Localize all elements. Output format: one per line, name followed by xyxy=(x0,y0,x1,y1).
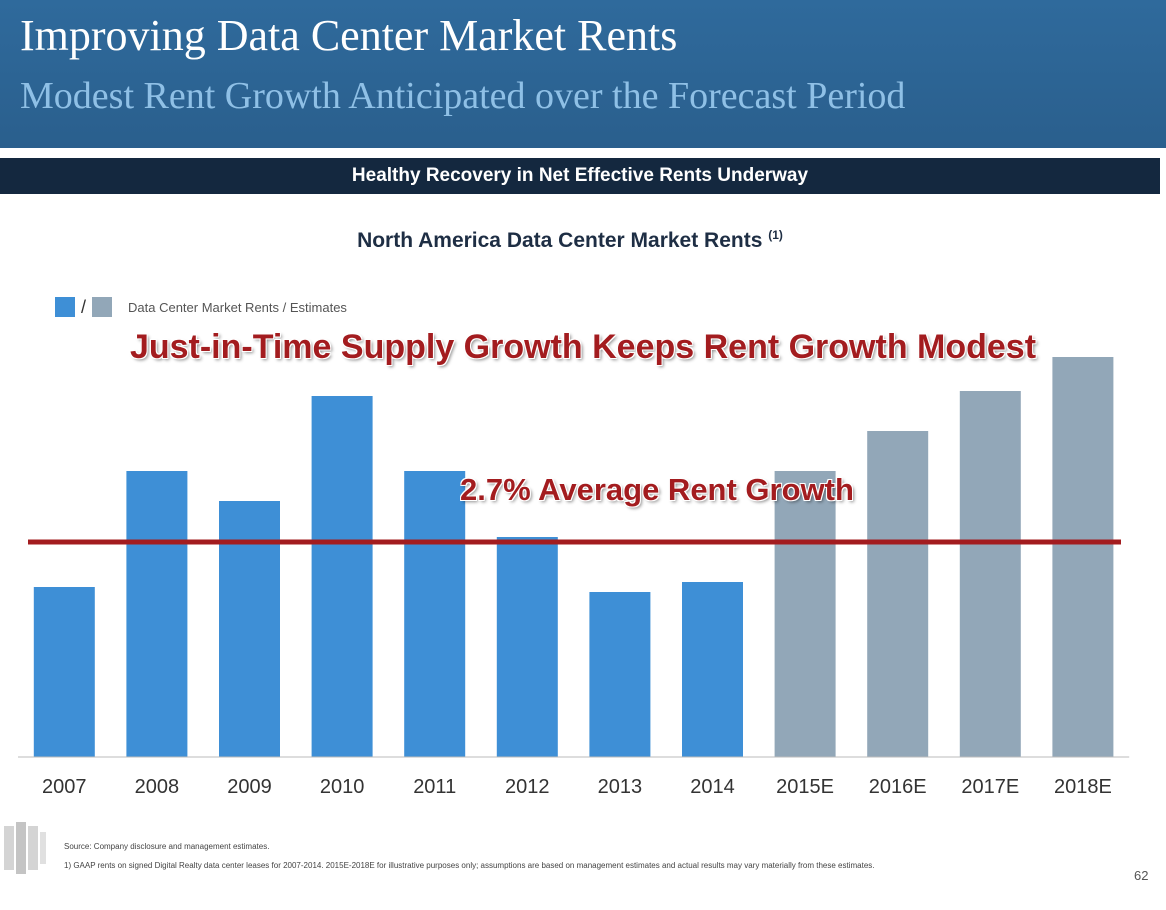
page-number: 62 xyxy=(1134,868,1149,883)
footnote: 1) GAAP rents on signed Digital Realty d… xyxy=(64,861,875,870)
x-tick-label-2011: 2011 xyxy=(413,776,456,798)
legend-label: Data Center Market Rents / Estimates xyxy=(128,299,347,315)
source-note: Source: Company disclosure and managemen… xyxy=(64,842,270,851)
chart-title: North America Data Center Market Rents (… xyxy=(0,228,1140,253)
x-tick-label-2013: 2013 xyxy=(598,776,643,798)
x-tick-label-2015E: 2015E xyxy=(776,776,834,798)
bar-2009 xyxy=(219,501,280,757)
bar-2011 xyxy=(404,471,466,757)
chart-legend: / Data Center Market Rents / Estimates xyxy=(55,296,347,318)
bar-2018E xyxy=(1052,357,1114,757)
x-tick-label-2017E: 2017E xyxy=(961,776,1019,798)
x-tick-label-2014: 2014 xyxy=(690,776,735,798)
x-tick-label-2012: 2012 xyxy=(505,776,550,798)
legend-slash: / xyxy=(81,296,87,317)
headline-annotation: Just-in-Time Supply Growth Keeps Rent Gr… xyxy=(129,328,1037,367)
bar-2012 xyxy=(496,537,558,757)
bar-2014 xyxy=(682,582,743,757)
page-title: Improving Data Center Market Rents xyxy=(20,11,678,60)
x-tick-label-2007: 2007 xyxy=(42,776,87,798)
chart-title-footnote-mark: (1) xyxy=(768,228,783,242)
x-tick-label-2010: 2010 xyxy=(320,776,365,798)
bar-2017E xyxy=(959,391,1021,757)
legend-swatch-actual xyxy=(55,297,75,317)
section-banner: Healthy Recovery in Net Effective Rents … xyxy=(0,158,1160,194)
page-subtitle: Modest Rent Growth Anticipated over the … xyxy=(20,75,906,117)
bar-2013 xyxy=(589,592,651,757)
legend-swatch-estimate xyxy=(92,297,113,317)
bar-2008 xyxy=(126,471,188,757)
company-logo-icon xyxy=(4,822,46,874)
bar-2015E xyxy=(774,471,836,757)
x-tick-label-2016E: 2016E xyxy=(869,776,927,798)
bar-2016E xyxy=(867,431,929,757)
header-bar: Improving Data Center Market Rents Modes… xyxy=(0,0,1166,148)
x-tick-label-2008: 2008 xyxy=(135,776,180,798)
chart-title-text: North America Data Center Market Rents xyxy=(357,229,763,252)
bar-2007 xyxy=(33,587,95,757)
average-growth-annotation: 2.7% Average Rent Growth xyxy=(460,472,855,508)
x-tick-label-2018E: 2018E xyxy=(1054,776,1112,798)
x-tick-label-2009: 2009 xyxy=(227,776,272,798)
bar-2010 xyxy=(311,396,373,757)
